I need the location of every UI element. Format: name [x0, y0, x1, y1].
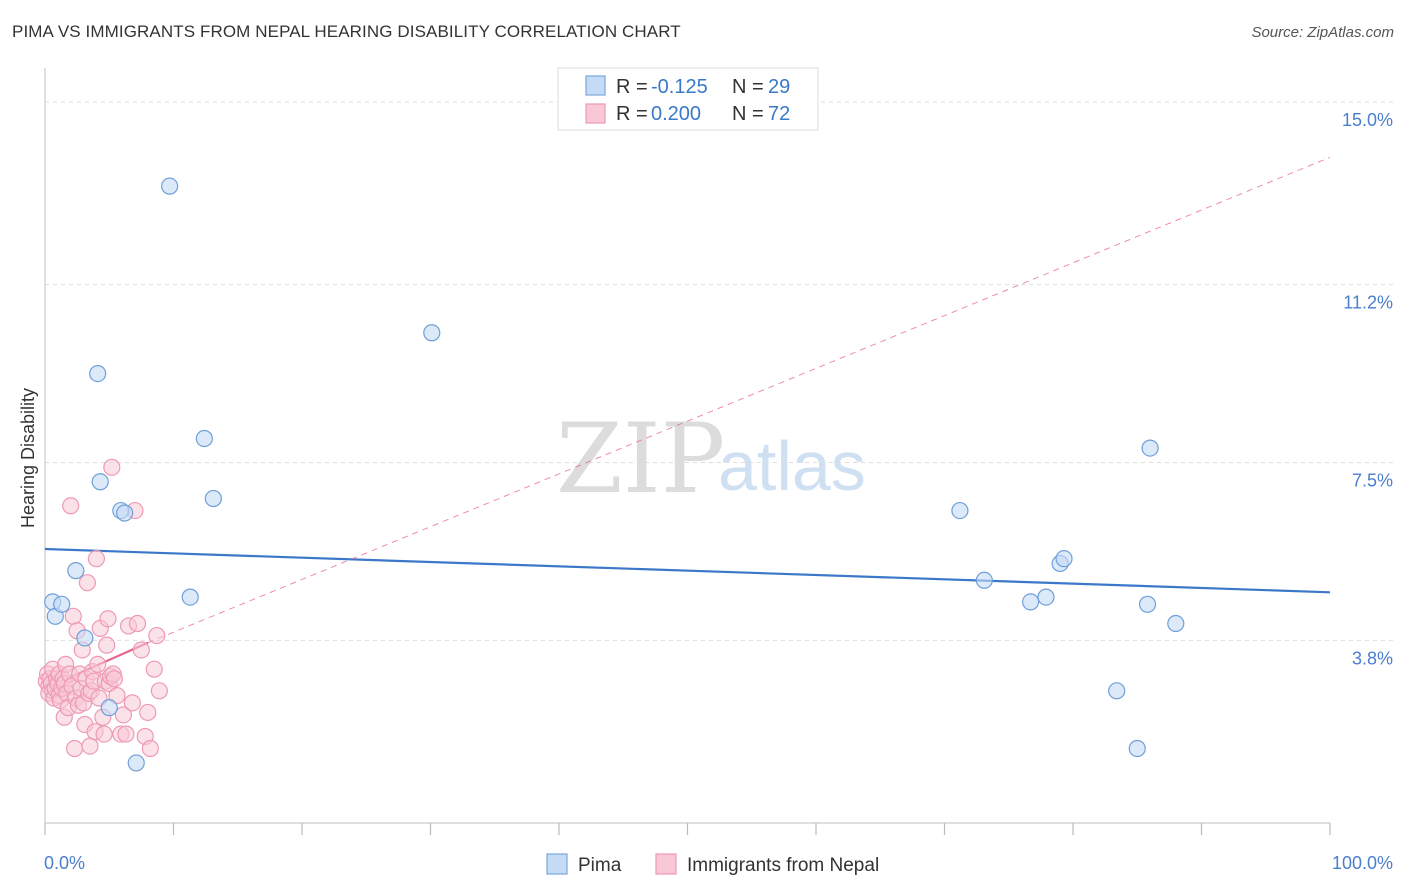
watermark-atlas: atlas	[718, 427, 866, 505]
pima-point	[53, 595, 71, 613]
correlation-legend: R = -0.125 N = 29 R = 0.200 N = 72	[557, 67, 819, 131]
nepal-point	[64, 607, 82, 625]
pima-point	[67, 562, 85, 580]
nepal-point	[105, 670, 123, 688]
x-tick-label-max: 100.0%	[1332, 853, 1393, 873]
pima-point	[1037, 588, 1055, 606]
pima-point	[1141, 439, 1159, 457]
nepal-point	[132, 641, 150, 659]
nepal-point	[62, 497, 80, 515]
y-axis-label: Hearing Disability	[18, 388, 38, 528]
nepal-point	[114, 706, 132, 724]
legend-n-label-pima: N =	[732, 76, 764, 98]
pima-point	[1167, 614, 1185, 633]
nepal-point	[65, 739, 84, 758]
nepal-point	[78, 574, 97, 592]
nepal-point	[145, 660, 163, 678]
y-tick-label: 7.5%	[1352, 471, 1393, 491]
watermark-zip: ZIP	[556, 403, 725, 515]
pima-point	[1021, 593, 1040, 611]
legend-swatch-pima	[585, 75, 606, 96]
pima-point	[1108, 682, 1126, 700]
legend-r-label-nepal: R =	[616, 103, 648, 125]
bottom-legend-swatch-pima	[546, 853, 568, 875]
nepal-point	[117, 725, 135, 743]
pima-point	[951, 501, 969, 520]
nepal-point	[148, 626, 166, 645]
nepal-point	[81, 737, 99, 755]
legend-n-value-nepal: 72	[768, 103, 790, 125]
legend-swatch-nepal	[585, 103, 606, 124]
watermark: ZIP atlas	[556, 403, 866, 515]
pima-point	[116, 504, 134, 522]
legend-r-value-pima: -0.125	[651, 76, 708, 98]
nepal-point	[98, 636, 116, 654]
y-tick-label: 3.8%	[1352, 648, 1393, 668]
bottom-legend-swatch-nepal	[655, 853, 677, 875]
pima-point	[161, 177, 179, 195]
trend-line-pima	[44, 547, 1331, 594]
source-credit: Source: ZipAtlas.com	[1251, 24, 1394, 41]
trend-line-nepal-extension	[147, 156, 1331, 644]
nepal-point	[99, 610, 117, 628]
nepal-point	[123, 694, 141, 712]
legend-r-value-nepal: 0.200	[651, 103, 701, 125]
pima-point	[1138, 595, 1157, 613]
nepal-point	[128, 614, 147, 633]
nepal-point	[89, 655, 107, 673]
pima-point	[181, 588, 199, 606]
bottom-legend-label-nepal: Immigrants from Nepal	[687, 855, 879, 876]
legend-r-label-pima: R =	[616, 76, 648, 98]
nepal-point	[108, 687, 126, 705]
y-tick-label: 15.0%	[1342, 110, 1393, 130]
pima-point	[975, 571, 993, 589]
pima-point	[100, 699, 118, 717]
y-tick-label: 11.2%	[1343, 293, 1393, 313]
nepal-point	[141, 739, 159, 758]
pima-point	[204, 489, 222, 508]
series-pima-points	[44, 177, 1185, 772]
pima-point	[127, 754, 145, 772]
nepal-point	[95, 725, 113, 743]
pima-point	[89, 364, 107, 383]
chart-title: PIMA VS IMMIGRANTS FROM NEPAL HEARING DI…	[12, 22, 681, 41]
legend-n-label-nepal: N =	[732, 103, 764, 125]
pima-point	[76, 629, 94, 647]
pima-point	[1128, 739, 1146, 758]
pima-point	[91, 473, 109, 491]
pima-point	[195, 429, 213, 448]
nepal-point	[150, 682, 168, 700]
nepal-point	[103, 458, 121, 476]
tick-labels: 3.8% 7.5% 11.2% 15.0% 0.0% 100.0%	[44, 110, 1393, 873]
nepal-point	[139, 703, 157, 722]
grid-lines	[45, 101, 1395, 641]
x-tick-label-min: 0.0%	[44, 853, 85, 873]
nepal-point	[87, 550, 106, 568]
bottom-legend-label-pima: Pima	[578, 855, 622, 876]
pima-point	[423, 324, 441, 342]
pima-point	[1055, 550, 1073, 568]
series-nepal-points	[37, 458, 168, 758]
series-legend: Pima Immigrants from Nepal	[546, 853, 879, 876]
legend-n-value-pima: 29	[768, 76, 790, 98]
